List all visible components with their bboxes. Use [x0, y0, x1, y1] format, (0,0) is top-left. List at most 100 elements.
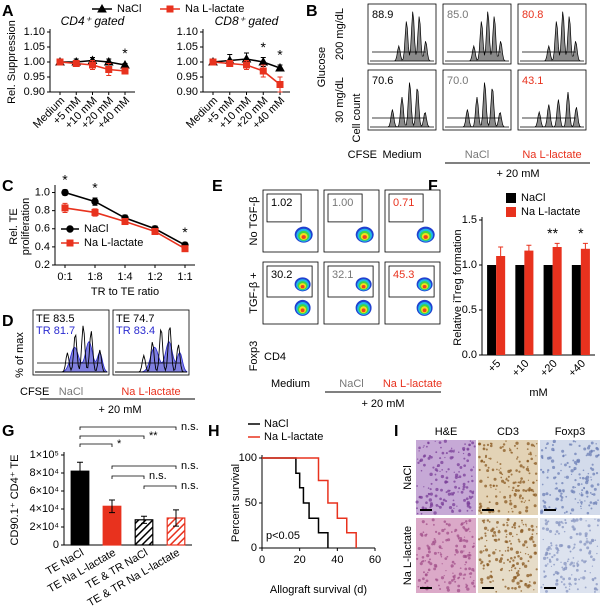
cell: [520, 500, 523, 503]
cell: [576, 588, 579, 591]
cell: [596, 447, 600, 451]
significance: **: [149, 430, 158, 442]
cell: [563, 583, 566, 586]
cell: [519, 567, 521, 570]
cell: [525, 525, 527, 527]
marker: [97, 3, 107, 13]
cell: [487, 466, 490, 469]
cell: [542, 492, 546, 497]
column-label: CD3: [497, 426, 519, 438]
cell: [564, 463, 567, 467]
row-label: NaCl: [402, 465, 414, 489]
cell: [444, 581, 446, 583]
cell: [490, 486, 492, 489]
cell: [510, 556, 513, 560]
y-tick-label: 0.90: [24, 86, 45, 98]
cell: [478, 509, 481, 512]
cell: [509, 447, 511, 449]
cell: [589, 529, 591, 532]
cell: [436, 469, 439, 472]
legend-label: Na L-lactate: [185, 3, 244, 15]
cell: [458, 487, 461, 490]
cell: [512, 559, 515, 562]
cell: [512, 486, 515, 489]
cell: [456, 588, 461, 593]
cell: [563, 561, 567, 566]
cell: [472, 466, 475, 468]
cell: [540, 454, 544, 458]
cell: [535, 455, 537, 457]
cell: [454, 574, 456, 577]
cell: [533, 581, 537, 585]
cell: [483, 460, 486, 464]
cell: [427, 568, 431, 572]
cell: [594, 587, 597, 590]
cell: [580, 483, 583, 485]
cell: [529, 453, 533, 456]
marker: [56, 58, 64, 66]
x-tick-label: 20: [294, 554, 306, 566]
flow-value: TR 81.7: [36, 325, 75, 337]
cell: [518, 585, 521, 589]
cell: [454, 475, 458, 479]
cell: [429, 492, 433, 496]
density-contour: [300, 308, 305, 313]
marker: [105, 66, 113, 73]
cell: [429, 488, 432, 491]
column-label: Na L-lactate: [121, 386, 180, 398]
x-tick-label: 1:8: [87, 271, 102, 283]
cell: [513, 526, 517, 529]
cell: [572, 486, 575, 489]
cell: [435, 487, 439, 492]
cell: [462, 525, 465, 529]
density-contour: [423, 235, 428, 239]
cell: [561, 566, 564, 569]
y-tick-label: 2×10⁴: [29, 521, 59, 533]
cell: [574, 498, 577, 500]
cell: [480, 581, 484, 584]
cell: [590, 476, 592, 478]
cell: [572, 459, 575, 462]
cell: [440, 460, 444, 465]
y-tick-label: 50: [245, 497, 257, 509]
cell: [574, 486, 577, 489]
cell: [594, 501, 598, 505]
cell: [453, 562, 456, 565]
cell: [484, 464, 488, 467]
cell: [501, 479, 505, 483]
cell: [572, 557, 575, 559]
cell: [533, 589, 535, 591]
cell: [471, 535, 474, 538]
cell: [513, 504, 517, 509]
cell: [508, 540, 511, 542]
cell: [544, 446, 547, 450]
significance: *: [92, 180, 98, 196]
cell: [466, 448, 469, 451]
cell: [440, 556, 443, 558]
row-label: 200 mg/dL: [334, 8, 346, 60]
cell: [541, 483, 544, 486]
cell: [467, 528, 470, 531]
cell: [465, 583, 467, 585]
flow-value: 88.9: [372, 9, 393, 21]
cell: [504, 550, 507, 552]
y-tick-label: 0.4: [35, 241, 50, 253]
y-axis-label: Relative iTreg formation: [452, 229, 464, 345]
cell: [468, 502, 471, 505]
cell: [500, 467, 502, 469]
marker: [121, 67, 129, 75]
cell: [555, 558, 559, 561]
column-label: Medium: [271, 378, 310, 390]
cell: [427, 492, 430, 495]
cell: [581, 476, 585, 480]
cell: [478, 468, 481, 472]
cell: [521, 497, 524, 500]
cell: [433, 567, 437, 571]
cell: [471, 510, 473, 512]
column-label: NaCl: [59, 386, 83, 398]
cell: [592, 558, 596, 562]
cell: [450, 492, 454, 496]
cell: [445, 452, 448, 455]
cell: [535, 568, 538, 571]
cell: [439, 470, 441, 473]
